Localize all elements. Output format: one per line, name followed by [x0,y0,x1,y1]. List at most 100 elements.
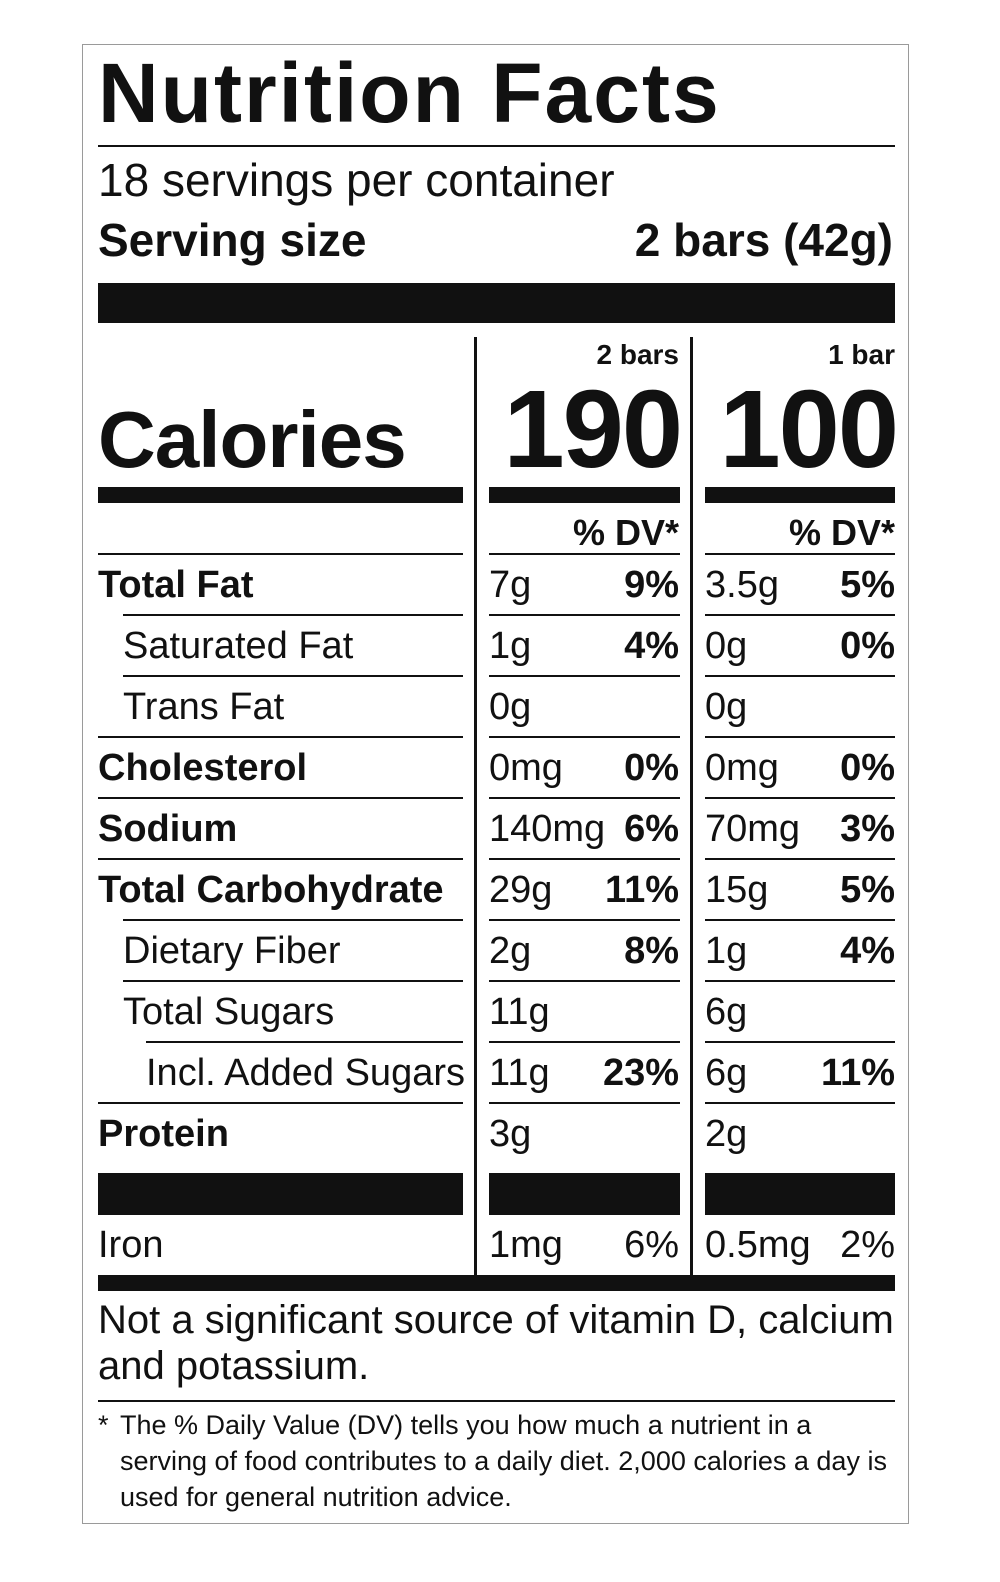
row-line-col2 [705,675,895,677]
row-line-label [98,553,463,555]
calories-1-bar: 100 [719,368,899,491]
row-line-col2 [705,1041,895,1043]
row-line-col1 [489,736,680,738]
row-line-col2 [705,736,895,738]
row-line-col1 [489,919,680,921]
dv-header-col1: % DV* [572,512,679,553]
dv-col1: 0% [624,747,679,789]
column-divider-1 [474,337,477,1275]
amount-col1: 0mg [489,747,563,789]
thick-divider-bottom [98,1275,895,1291]
amount-col2: 2g [705,1113,748,1155]
row-line-label [123,614,463,616]
dv-col2: 0% [840,747,895,789]
nutrient-label: Incl. Added Sugars [146,1052,465,1094]
row-line-label [98,858,463,860]
calories-2-bars: 190 [503,368,683,491]
amount-col2: 1g [705,930,748,972]
row-line-label [146,1041,463,1043]
nutrition-facts-label: Nutrition Facts 18 servings per containe… [82,44,909,1524]
dv-col1: 8% [624,930,679,972]
label-title: Nutrition Facts [98,46,721,140]
dv-col1: 9% [624,564,679,606]
row-line-col1 [489,1102,680,1104]
dv-col1: 11% [605,869,679,911]
row-line-label [98,1102,463,1104]
row-line-col2 [705,858,895,860]
thick-divider-top [98,283,895,323]
nutrient-label: Cholesterol [98,747,308,789]
footnote-asterisk: * [98,1410,109,1440]
nutrient-label: Total Sugars [123,991,335,1033]
servings-per-container: 18 servings per container [98,154,615,206]
footnote: * The % Daily Value (DV) tells you how m… [98,1407,888,1515]
amount-col2: 6g [705,1052,748,1094]
row-line-col2 [705,797,895,799]
nutrient-label: Dietary Fiber [123,930,341,972]
row-line-col2 [705,1102,895,1104]
vitamin-bar-label [98,1173,463,1215]
nutrient-label: Saturated Fat [123,625,354,667]
amount-col1: 3g [489,1113,532,1155]
row-line-label [98,736,463,738]
calories-bar-col1 [489,487,680,503]
row-line-col2 [705,980,895,982]
amount-col2: 0mg [705,747,779,789]
row-line-label [123,675,463,677]
iron-label: Iron [98,1224,164,1266]
amount-col2: 0g [705,686,748,728]
dv-col2: 4% [840,930,895,972]
amount-col2: 0g [705,625,748,667]
column-header-2-bars: 2 bars [596,339,680,370]
dv-col2: 5% [840,564,895,606]
amount-col2: 3.5g [705,564,779,606]
dv-col2: 5% [840,869,895,911]
row-line-col1 [489,1041,680,1043]
row-line-col2 [705,614,895,616]
footer-note: Not a significant source of vitamin D, c… [98,1298,894,1388]
calories-label: Calories [98,395,407,484]
dv-col1: 23% [602,1052,679,1094]
dv-col2: 3% [840,808,895,850]
dv-col2: 0% [840,625,895,667]
amount-col1: 0g [489,686,532,728]
vitamin-bar-col2 [705,1173,895,1215]
nutrient-label: Sodium [98,808,238,850]
row-line-label [123,919,463,921]
title-divider [98,145,895,147]
row-line-col1 [489,675,680,677]
row-line-col1 [489,858,680,860]
iron-amount-col1: 1mg [489,1224,563,1266]
amount-col1: 7g [489,564,532,606]
row-line-col2 [705,919,895,921]
iron-amount-col2: 0.5mg [705,1224,811,1266]
nutrient-label: Trans Fat [123,686,285,728]
nutrient-label: Protein [98,1113,229,1155]
row-line-col1 [489,614,680,616]
amount-col2: 70mg [705,808,801,850]
footnote-text: The % Daily Value (DV) tells you how muc… [120,1410,887,1512]
nutrient-label: Total Fat [98,564,254,606]
footer-divider [98,1400,895,1402]
calories-bar-col2 [705,487,895,503]
amount-col1: 29g [489,869,553,911]
row-line-label [123,980,463,982]
nutrient-label: Total Carbohydrate [98,869,444,911]
row-line-col1 [489,553,680,555]
dv-header-col2: % DV* [788,512,895,553]
serving-size-label: Serving size [98,214,367,266]
iron-dv-col2: 2% [840,1224,895,1266]
amount-col1: 2g [489,930,532,972]
column-divider-2 [690,337,693,1275]
amount-col1: 11g [489,1052,550,1094]
iron-dv-col1: 6% [624,1224,679,1266]
amount-col1: 11g [489,991,550,1033]
row-line-col2 [705,553,895,555]
amount-col1: 1g [489,625,532,667]
calories-bar-label [98,487,463,503]
dv-col1: 6% [624,808,679,850]
vitamin-bar-col1 [489,1173,680,1215]
amount-col2: 15g [705,869,769,911]
row-line-col1 [489,797,680,799]
dv-col1: 4% [624,625,679,667]
